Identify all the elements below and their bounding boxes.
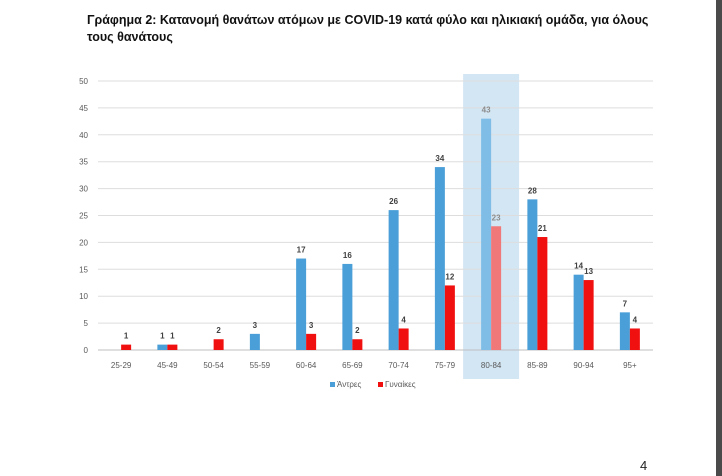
bar-women-95	[629, 328, 640, 350]
y-tick-label-50: 50	[79, 77, 88, 86]
data-label-men-95: 7	[623, 299, 628, 308]
x-tick-label-65-69: 65-69	[342, 361, 363, 370]
bar-women-50-54	[213, 339, 224, 350]
bar-men-55-59	[249, 333, 260, 350]
data-label-women-45-49: 1	[170, 332, 175, 341]
bar-men-90-94	[573, 274, 584, 350]
data-label-men-85-89: 28	[528, 186, 537, 195]
data-label-women-80-84: 23	[492, 213, 501, 222]
y-tick-label-20: 20	[79, 238, 88, 247]
bar-men-65-69	[342, 263, 353, 350]
page-edge	[716, 0, 722, 476]
bar-men-70-74	[388, 210, 399, 350]
data-label-women-60-64: 3	[309, 321, 314, 330]
bar-women-70-74	[398, 328, 409, 350]
data-label-women-75-79: 12	[445, 272, 454, 281]
data-label-men-75-79: 34	[435, 154, 444, 163]
data-label-women-25-29: 1	[124, 332, 129, 341]
data-label-men-65-69: 16	[343, 251, 352, 260]
bar-men-45-49	[157, 344, 168, 350]
y-tick-label-35: 35	[79, 158, 88, 167]
x-tick-label-60-64: 60-64	[296, 361, 317, 370]
data-label-women-85-89: 21	[538, 224, 547, 233]
bar-women-85-89	[537, 237, 548, 350]
x-tick-label-45-49: 45-49	[157, 361, 178, 370]
data-label-men-80-84: 43	[482, 106, 491, 115]
y-tick-label-0: 0	[84, 346, 89, 355]
bar-women-90-94	[583, 280, 594, 350]
x-tick-label-50-54: 50-54	[203, 361, 224, 370]
legend-label-men: Άντρες	[337, 380, 361, 389]
y-tick-label-45: 45	[79, 104, 88, 113]
x-tick-label-95: 95+	[623, 361, 637, 370]
y-tick-label-10: 10	[79, 292, 88, 301]
x-tick-label-90-94: 90-94	[573, 361, 594, 370]
data-label-men-90-94: 14	[574, 262, 583, 271]
bar-women-60-64	[306, 333, 317, 350]
data-label-women-65-69: 2	[355, 326, 360, 335]
page-number: 4	[640, 458, 648, 473]
data-label-women-95: 4	[633, 315, 638, 324]
data-label-men-55-59: 3	[253, 321, 258, 330]
legend-swatch-women	[378, 382, 383, 387]
y-tick-label-25: 25	[79, 212, 88, 221]
y-tick-label-30: 30	[79, 185, 88, 194]
y-tick-label-15: 15	[79, 265, 88, 274]
y-tick-label-5: 5	[84, 319, 89, 328]
data-label-men-45-49: 1	[160, 332, 165, 341]
bar-women-80-84	[491, 226, 502, 350]
bar-women-45-49	[167, 344, 178, 350]
bar-women-65-69	[352, 339, 363, 350]
legend-swatch-men	[330, 382, 335, 387]
bar-women-25-29	[121, 344, 132, 350]
bar-men-80-84	[481, 118, 492, 350]
x-tick-label-80-84: 80-84	[481, 361, 502, 370]
y-tick-label-40: 40	[79, 131, 88, 140]
data-label-men-70-74: 26	[389, 197, 398, 206]
bar-men-95	[619, 312, 630, 350]
x-tick-label-85-89: 85-89	[527, 361, 548, 370]
legend-label-women: Γυναίκες	[385, 380, 416, 389]
data-label-women-50-54: 2	[216, 326, 221, 335]
data-label-women-70-74: 4	[401, 315, 406, 324]
bar-men-75-79	[434, 167, 445, 350]
data-label-men-60-64: 17	[297, 246, 306, 255]
x-tick-label-55-59: 55-59	[250, 361, 271, 370]
bar-women-75-79	[444, 285, 455, 350]
x-tick-label-75-79: 75-79	[435, 361, 456, 370]
bar-men-85-89	[527, 199, 538, 350]
data-label-women-90-94: 13	[584, 267, 593, 276]
bar-men-60-64	[296, 258, 307, 350]
x-tick-label-25-29: 25-29	[111, 361, 132, 370]
chart-title: Γράφημα 2: Κατανομή θανάτων ατόμων με CO…	[87, 13, 649, 44]
x-tick-label-70-74: 70-74	[388, 361, 409, 370]
